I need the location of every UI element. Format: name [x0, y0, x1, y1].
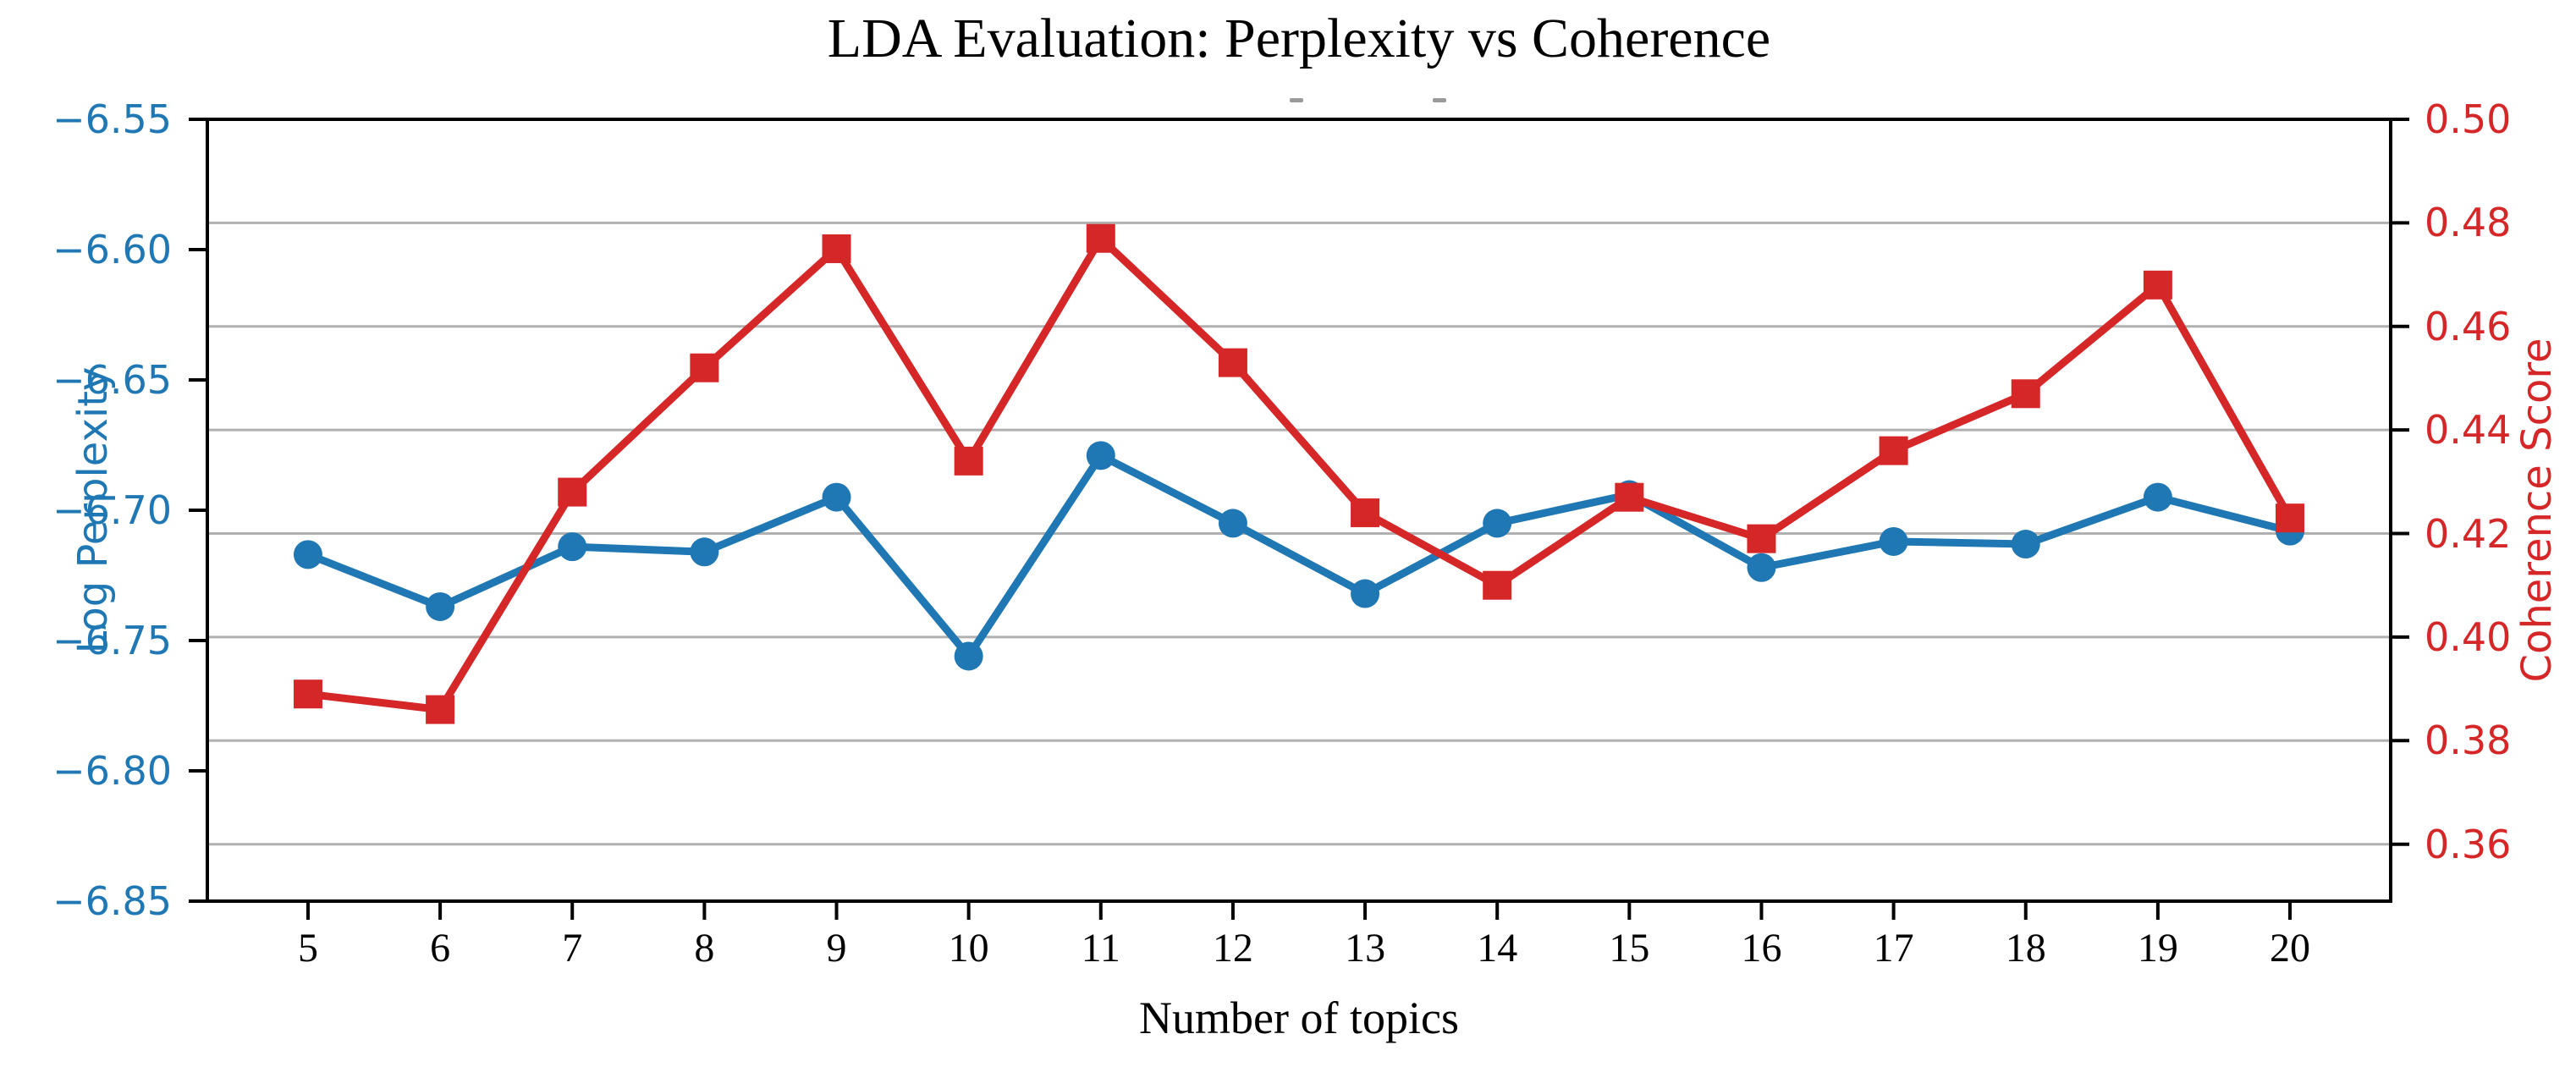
right-axis-label: Coherence Score [2513, 338, 2561, 683]
x-tick-label: 11 [1081, 926, 1120, 971]
x-tick-label: 15 [1609, 926, 1650, 971]
coherence-marker [954, 446, 983, 476]
perplexity-marker [1483, 509, 1512, 538]
chart-plot-svg [189, 118, 2409, 920]
x-tick-label: 18 [2005, 926, 2046, 971]
perplexity-marker [558, 532, 587, 562]
left-tick-label: −6.60 [52, 227, 172, 272]
coherence-marker [293, 679, 322, 709]
coherence-marker [1086, 223, 1115, 253]
clipped-mark [1290, 98, 1303, 102]
right-tick-label: 0.48 [2425, 200, 2512, 246]
coherence-marker [2276, 503, 2305, 533]
perplexity-marker [690, 537, 719, 567]
right-tick-label: 0.42 [2425, 510, 2512, 557]
coherence-marker [1615, 482, 1644, 512]
right-tick-label: 0.44 [2425, 407, 2512, 454]
left-tick-label: −6.75 [52, 618, 172, 663]
perplexity-marker [954, 641, 983, 671]
coherence-marker [2143, 270, 2172, 300]
coherence-marker [690, 353, 719, 382]
x-tick-label: 10 [948, 926, 989, 971]
x-tick-label: 5 [297, 926, 318, 971]
plot-spines [206, 118, 2392, 903]
perplexity-marker [1218, 509, 1247, 538]
x-axis-label: Number of topics [1139, 993, 1459, 1043]
perplexity-marker [822, 482, 851, 512]
chart-title: LDA Evaluation: Perplexity vs Coherence [827, 8, 1771, 69]
coherence-marker [1351, 498, 1380, 528]
perplexity-marker [426, 591, 455, 621]
left-tick-label: −6.55 [52, 96, 172, 142]
coherence-marker [2011, 379, 2040, 409]
x-tick-label: 9 [826, 926, 847, 971]
perplexity-marker [1086, 441, 1115, 470]
right-tick-label: 0.50 [2425, 96, 2512, 142]
perplexity-marker [2011, 530, 2040, 559]
coherence-marker [1747, 524, 1776, 553]
right-tick-label: 0.36 [2425, 821, 2512, 867]
coherence-marker [558, 477, 587, 507]
x-tick-label: 14 [1477, 926, 1518, 971]
right-tick-label: 0.38 [2425, 718, 2512, 764]
x-tick-label: 13 [1345, 926, 1386, 971]
x-tick-label: 12 [1212, 926, 1253, 971]
right-tick-label: 0.46 [2425, 303, 2512, 349]
plot-area [189, 118, 2409, 920]
coherence-marker [1879, 436, 1908, 465]
perplexity-marker [2143, 482, 2172, 512]
x-tick-label: 20 [2270, 926, 2311, 971]
x-tick-label: 16 [1741, 926, 1782, 971]
perplexity-marker [1351, 579, 1380, 608]
x-tick-label: 6 [430, 926, 451, 971]
perplexity-marker [1879, 526, 1908, 556]
coherence-marker [1218, 348, 1247, 377]
left-tick-label: −6.80 [52, 748, 172, 794]
coherence-marker [822, 234, 851, 263]
coherence-line [307, 234, 2293, 714]
right-tick-label: 0.40 [2425, 613, 2512, 660]
coherence-marker [426, 695, 455, 724]
left-tick-label: −6.70 [52, 487, 172, 533]
perplexity-line [306, 451, 2292, 660]
perplexity-marker [1747, 553, 1776, 582]
perplexity-marker [293, 540, 322, 569]
x-tick-label: 8 [694, 926, 715, 971]
coherence-marker [1483, 570, 1512, 600]
left-tick-label: −6.65 [52, 357, 172, 403]
left-tick-label: −6.85 [52, 878, 172, 924]
x-tick-label: 19 [2137, 926, 2178, 971]
x-tick-label: 7 [562, 926, 583, 971]
x-tick-label: 17 [1873, 926, 1914, 971]
clipped-mark [1433, 98, 1446, 102]
